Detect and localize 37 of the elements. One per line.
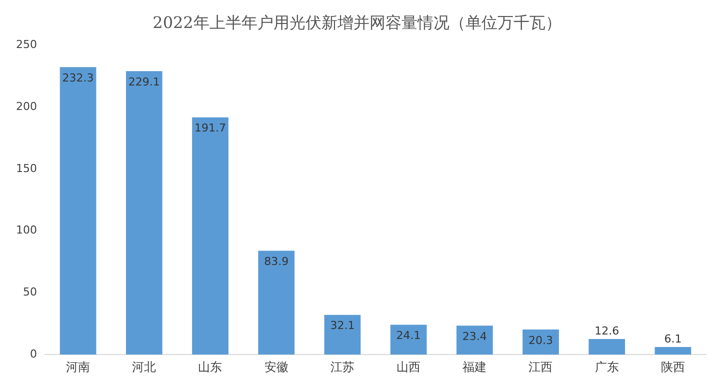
x-tick-label: 山东 bbox=[198, 360, 222, 374]
data-label: 12.6 bbox=[594, 324, 620, 338]
y-tick-label: 150 bbox=[16, 162, 37, 175]
data-label: 191.7 bbox=[194, 122, 226, 135]
bar bbox=[456, 326, 493, 355]
x-tick-label: 广东 bbox=[594, 360, 619, 374]
y-tick-label: 200 bbox=[16, 100, 37, 113]
data-label: 32.1 bbox=[330, 319, 355, 332]
bar bbox=[654, 347, 692, 355]
data-label: 229.1 bbox=[128, 75, 160, 88]
data-label: 20.3 bbox=[528, 334, 553, 347]
bar bbox=[390, 324, 427, 355]
x-tick-label: 江西 bbox=[528, 360, 553, 374]
data-label: 24.1 bbox=[396, 329, 421, 342]
x-tick-label: 安徽 bbox=[264, 360, 288, 374]
bar bbox=[588, 339, 626, 355]
x-tick-label: 陕西 bbox=[660, 360, 685, 374]
data-label: 6.1 bbox=[664, 332, 682, 346]
bar bbox=[126, 71, 162, 355]
x-tick-label: 河南 bbox=[66, 360, 90, 374]
y-tick-label: 50 bbox=[22, 286, 37, 299]
chart-title: 2022年上半年户用光伏新增并网容量情况（单位万千瓦） bbox=[152, 12, 562, 32]
y-tick-label: 250 bbox=[16, 38, 37, 52]
y-tick-label: 0 bbox=[30, 347, 37, 360]
bar bbox=[60, 67, 96, 355]
y-tick-label: 100 bbox=[16, 224, 37, 237]
x-tick-label: 山西 bbox=[396, 360, 421, 374]
bar bbox=[258, 250, 295, 355]
bar bbox=[192, 117, 228, 355]
x-tick-label: 江苏 bbox=[330, 360, 354, 374]
data-label: 23.4 bbox=[462, 330, 487, 343]
data-label: 83.9 bbox=[264, 255, 289, 268]
x-tick-label: 福建 bbox=[462, 360, 487, 374]
data-label: 232.3 bbox=[62, 71, 94, 84]
bar bbox=[522, 329, 559, 355]
x-tick-label: 河北 bbox=[132, 360, 156, 374]
bar bbox=[324, 314, 361, 355]
